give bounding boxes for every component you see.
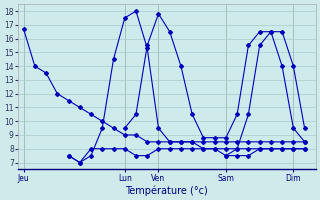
X-axis label: Température (°c): Température (°c)	[125, 185, 208, 196]
